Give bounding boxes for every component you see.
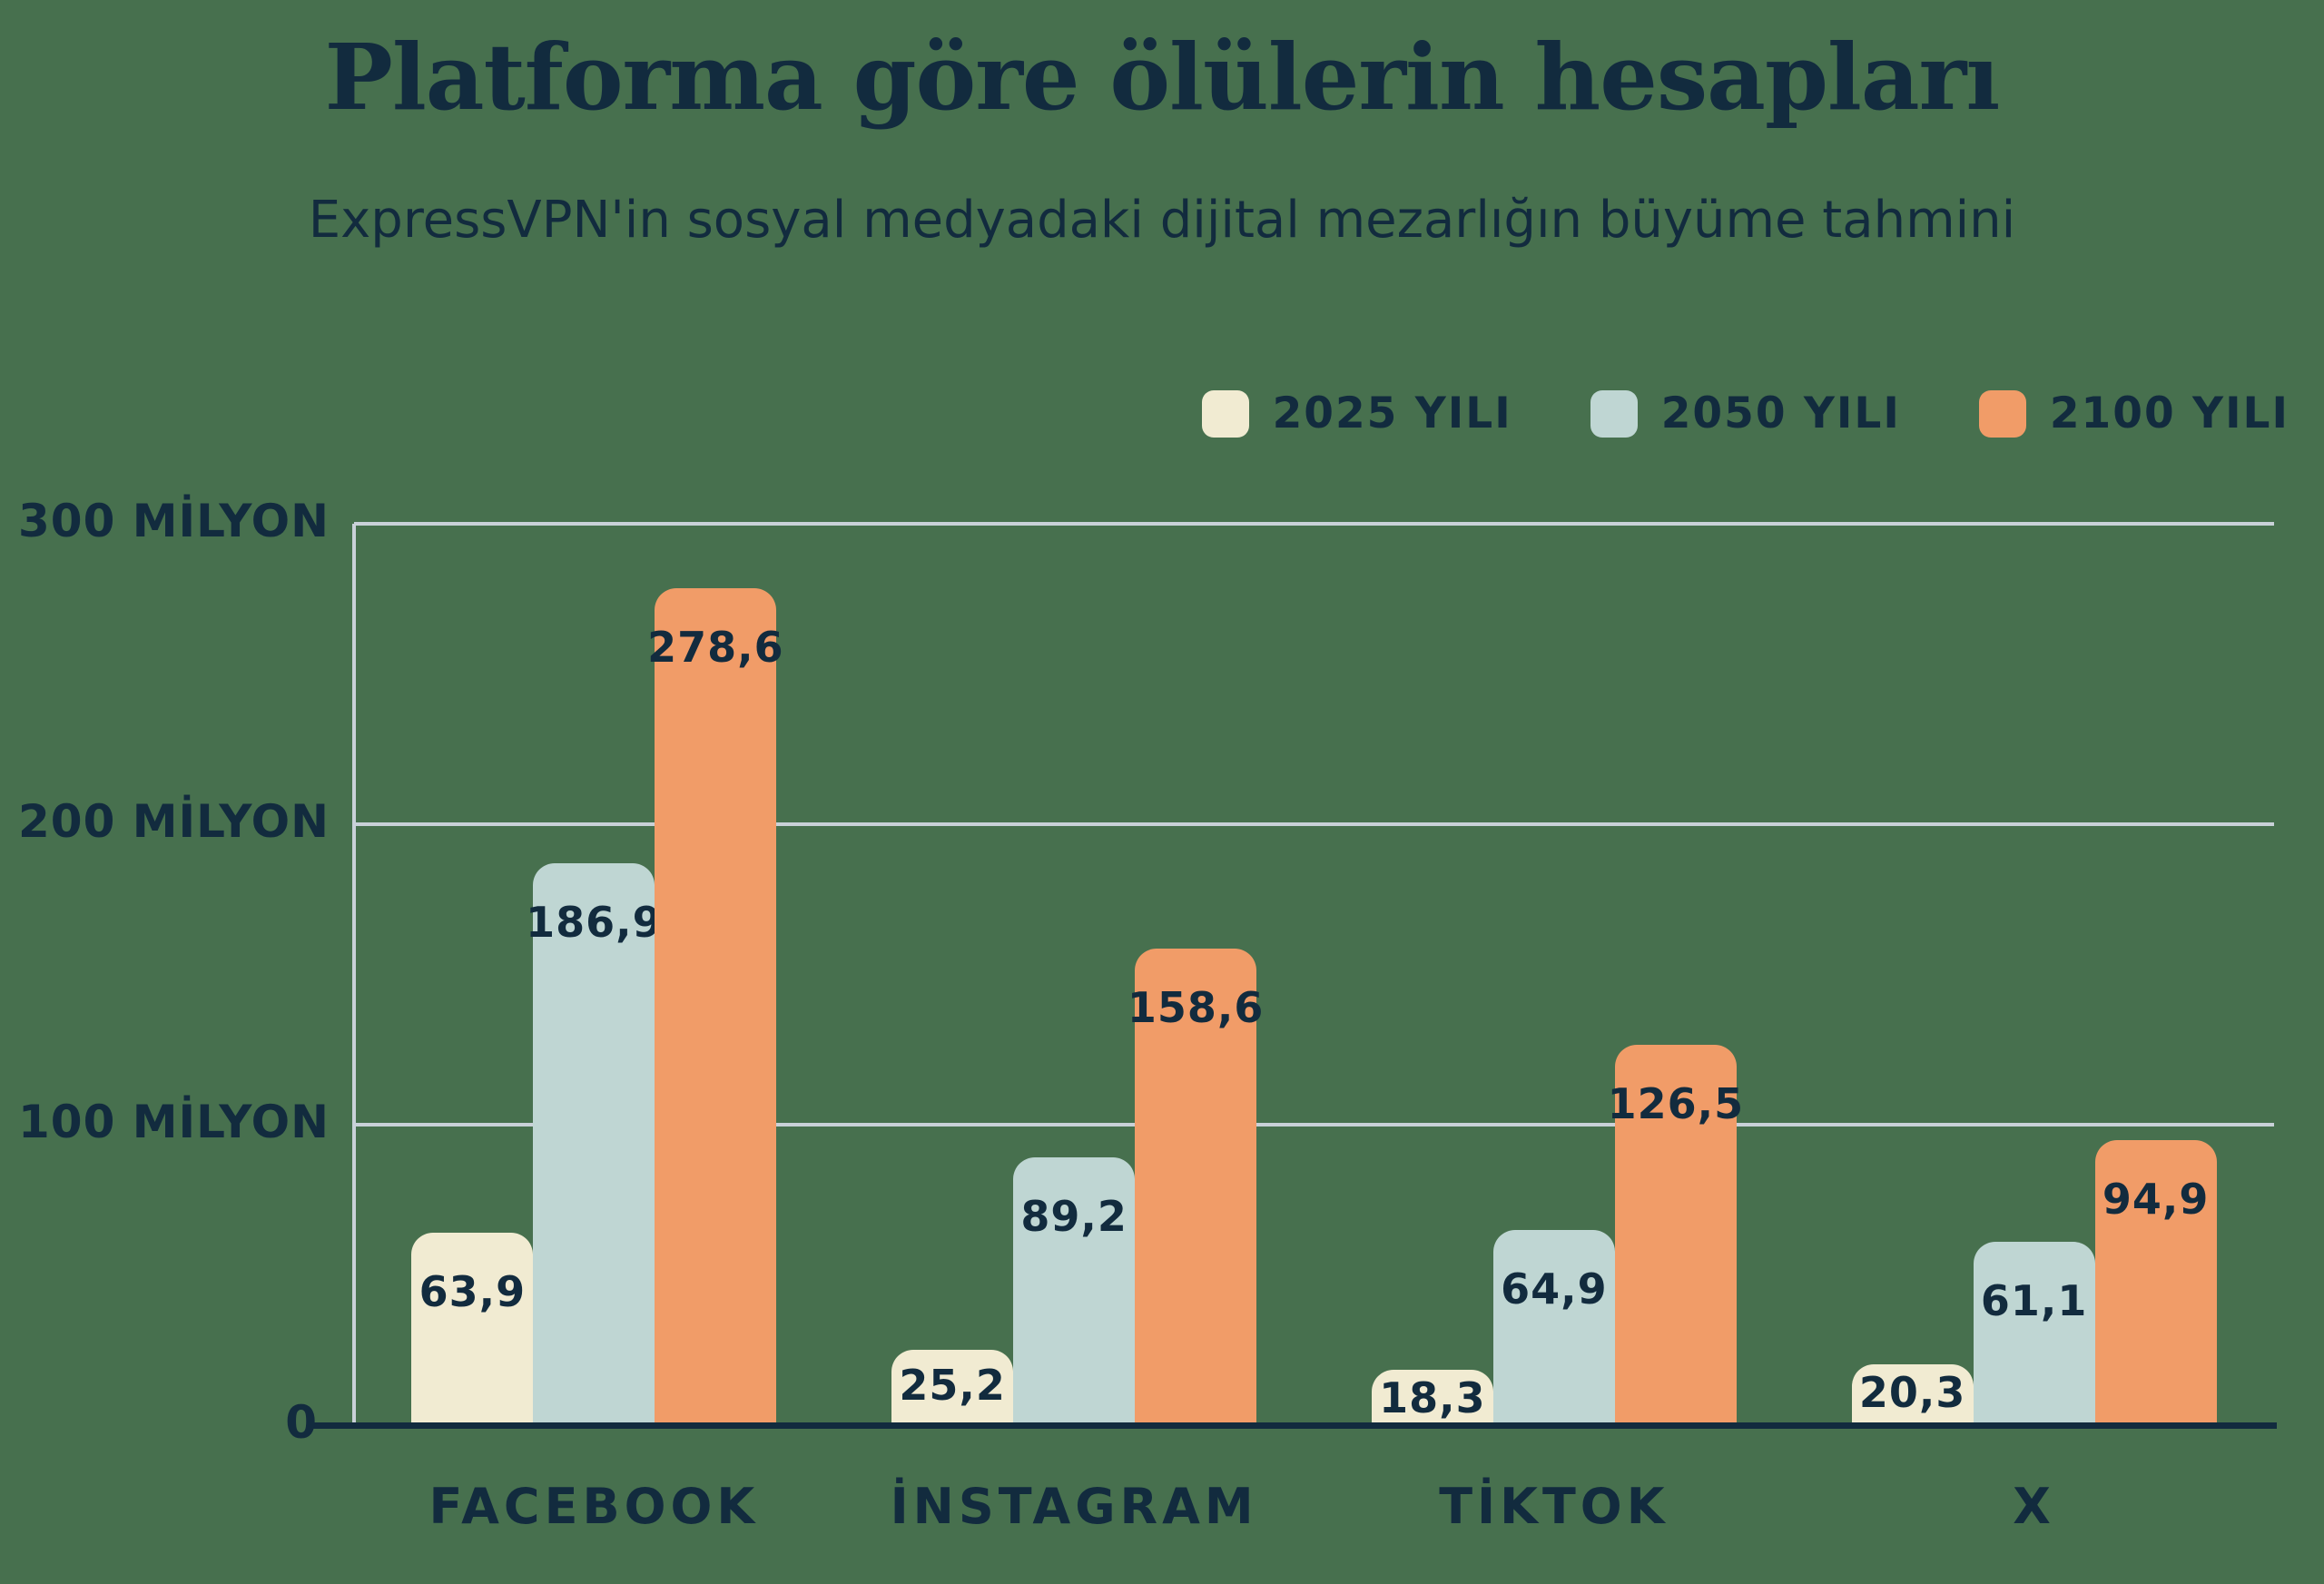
bar-x-2100: 94,9 [2094, 1140, 2217, 1425]
category-label-ti̇ktok: TİKTOK [1439, 1478, 1669, 1535]
legend-label: 2025 YILI [1272, 389, 1512, 438]
plot-area: 63,9 186,9 278,6 25,2 89,2 158,6 18,3 64,9 126,5… [352, 522, 2274, 1425]
x-axis-baseline [313, 1422, 2277, 1429]
y-tick-label-100: 100 MİLYON [18, 1096, 330, 1148]
legend-swatch-icon [1590, 389, 1638, 438]
legend-swatch-icon [1201, 389, 1249, 438]
bar-i̇nstagram-2050: 89,2 [1013, 1157, 1136, 1425]
bar-value-label: 64,9 [1501, 1264, 1608, 1313]
bar-ti̇ktok-2025: 18,3 [1371, 1370, 1493, 1425]
legend-item-2100: 2100 YILI [1978, 389, 2290, 438]
bar-value-label: 25,2 [899, 1361, 1006, 1410]
bar-group-i̇nstagram: 25,2 89,2 158,6 [891, 949, 1263, 1425]
y-tick-label-0: 0 [285, 1396, 318, 1449]
bar-facebook-2050: 186,9 [526, 863, 662, 1425]
bar-value-label: 61,1 [1980, 1276, 2088, 1325]
bar-x-2025: 20,3 [1851, 1364, 1974, 1425]
bar-facebook-2100: 278,6 [647, 588, 783, 1425]
bar-value-label: 126,5 [1607, 1079, 1745, 1128]
bar-i̇nstagram-2025: 25,2 [891, 1350, 1014, 1425]
bar-value-label: 278,6 [647, 623, 784, 672]
legend-swatch-icon [1978, 389, 2026, 438]
bar-value-label: 158,6 [1127, 983, 1265, 1032]
legend-label: 2100 YILI [2049, 389, 2290, 438]
bar-value-label: 63,9 [419, 1267, 527, 1316]
bar-group-facebook: 63,9 186,9 278,6 [411, 588, 783, 1425]
bar-i̇nstagram-2100: 158,6 [1128, 949, 1263, 1425]
y-tick-label-300: 300 MİLYON [18, 495, 330, 547]
legend-item-2050: 2050 YILI [1590, 389, 1901, 438]
category-label-x: X [2013, 1478, 2055, 1535]
bar-value-label: 20,3 [1858, 1368, 1966, 1417]
bar-value-label: 186,9 [526, 898, 663, 947]
legend-label: 2050 YILI [1660, 389, 1901, 438]
bar-x-2050: 61,1 [1973, 1242, 2095, 1425]
bar-group-ti̇ktok: 18,3 64,9 126,5 [1371, 1045, 1743, 1425]
chart-title: Platforma göre ölülerin hesapları [324, 24, 2001, 131]
category-label-facebook: FACEBOOK [428, 1478, 760, 1535]
legend-item-2025: 2025 YILI [1201, 389, 1512, 438]
y-tick-label-200: 200 MİLYON [18, 795, 330, 848]
bar-value-label: 89,2 [1020, 1192, 1128, 1241]
gridline-100 [354, 1123, 2274, 1127]
bar-ti̇ktok-2050: 64,9 [1492, 1230, 1615, 1425]
category-label-i̇nstagram: İNSTAGRAM [890, 1478, 1258, 1535]
gridline-200 [354, 822, 2274, 826]
bar-facebook-2025: 63,9 [411, 1233, 534, 1425]
y-axis-line [352, 524, 356, 1425]
gridline-300 [354, 522, 2274, 526]
legend: 2025 YILI 2050 YILI 2100 YILI [1201, 389, 2290, 438]
bar-value-label: 94,9 [2102, 1175, 2210, 1224]
bar-ti̇ktok-2100: 126,5 [1608, 1045, 1743, 1425]
bar-group-x: 20,3 61,1 94,9 [1851, 1140, 2217, 1425]
bar-value-label: 18,3 [1379, 1373, 1486, 1422]
chart-subtitle: ExpressVPN'in sosyal medyadaki dijital m… [308, 191, 2016, 250]
